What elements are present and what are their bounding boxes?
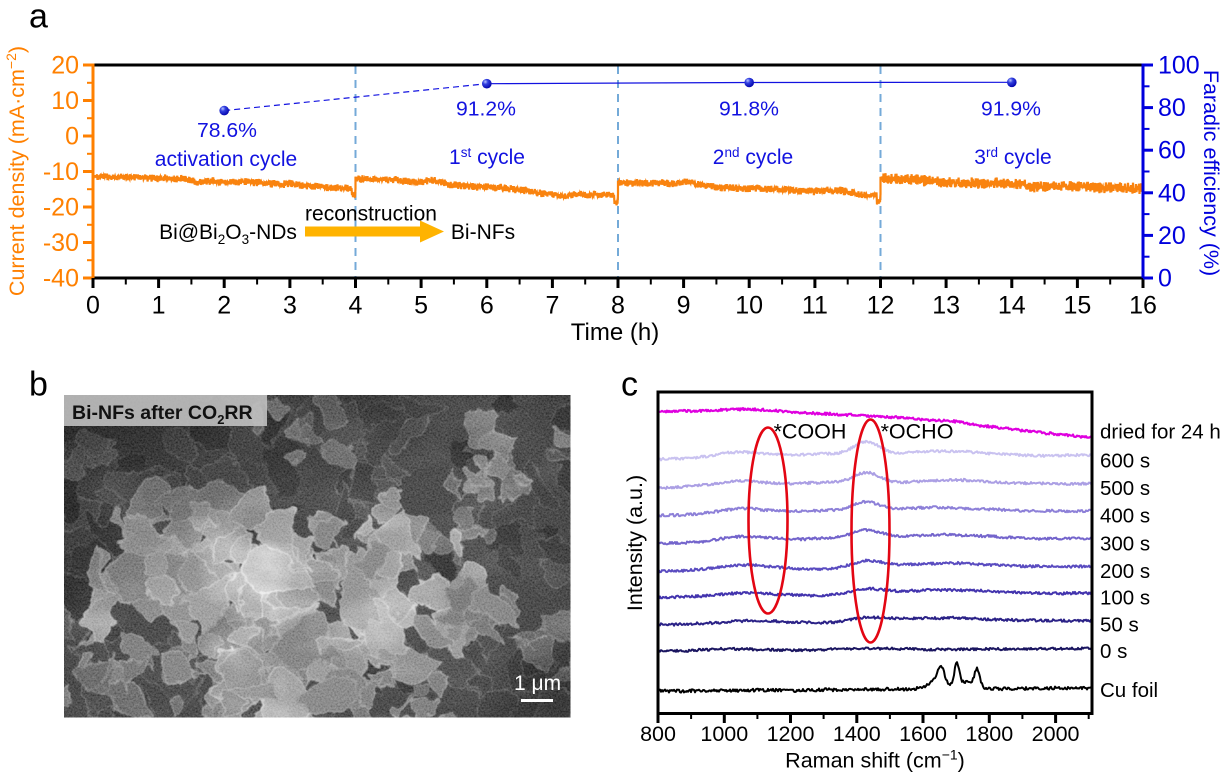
svg-text:40: 40 bbox=[1158, 179, 1186, 207]
svg-text:c: c bbox=[621, 366, 638, 404]
svg-text:-10: -10 bbox=[43, 158, 79, 186]
svg-text:11: 11 bbox=[802, 292, 828, 320]
svg-text:Bi@Bi2O3-NDs: Bi@Bi2O3-NDs bbox=[159, 221, 297, 247]
svg-text:Cu foil: Cu foil bbox=[1100, 679, 1158, 702]
svg-text:20: 20 bbox=[1158, 222, 1186, 250]
svg-text:a: a bbox=[29, 0, 48, 36]
svg-text:100 s: 100 s bbox=[1100, 587, 1150, 610]
svg-text:reconstruction: reconstruction bbox=[305, 203, 437, 226]
svg-text:800: 800 bbox=[640, 722, 676, 746]
svg-text:Current density (mA·cm−2): Current density (mA·cm−2) bbox=[3, 46, 29, 296]
svg-text:200 s: 200 s bbox=[1100, 560, 1150, 583]
svg-text:600 s: 600 s bbox=[1100, 450, 1150, 473]
svg-text:20: 20 bbox=[51, 52, 79, 80]
svg-text:1800: 1800 bbox=[965, 722, 1013, 746]
svg-text:3rd cycle: 3rd cycle bbox=[974, 145, 1051, 169]
svg-text:78.6%: 78.6% bbox=[197, 120, 257, 142]
svg-text:0: 0 bbox=[86, 292, 100, 320]
svg-text:100: 100 bbox=[1158, 52, 1200, 80]
svg-text:12: 12 bbox=[867, 292, 895, 320]
svg-text:2nd cycle: 2nd cycle bbox=[713, 145, 793, 169]
svg-text:activation cycle: activation cycle bbox=[155, 148, 297, 171]
svg-text:500 s: 500 s bbox=[1100, 477, 1150, 500]
svg-text:5: 5 bbox=[414, 292, 428, 320]
svg-text:1: 1 bbox=[152, 292, 166, 320]
svg-text:1600: 1600 bbox=[899, 722, 947, 746]
svg-text:16: 16 bbox=[1129, 292, 1157, 320]
svg-text:50 s: 50 s bbox=[1100, 614, 1139, 637]
svg-text:-40: -40 bbox=[43, 265, 79, 293]
svg-text:300 s: 300 s bbox=[1100, 533, 1150, 556]
svg-text:8: 8 bbox=[611, 292, 625, 320]
svg-text:4: 4 bbox=[349, 292, 363, 320]
svg-text:2000: 2000 bbox=[1032, 722, 1080, 746]
svg-text:91.8%: 91.8% bbox=[719, 99, 779, 121]
svg-text:91.2%: 91.2% bbox=[456, 99, 516, 121]
svg-text:1400: 1400 bbox=[833, 722, 881, 746]
svg-text:80: 80 bbox=[1158, 94, 1186, 122]
svg-text:13: 13 bbox=[932, 292, 960, 320]
svg-text:b: b bbox=[29, 366, 48, 404]
svg-text:Intensity (a.u.): Intensity (a.u.) bbox=[623, 475, 647, 611]
svg-text:60: 60 bbox=[1158, 137, 1186, 165]
svg-text:7: 7 bbox=[545, 292, 559, 320]
svg-text:*COOH: *COOH bbox=[774, 420, 847, 444]
svg-text:1200: 1200 bbox=[767, 722, 815, 746]
svg-text:Time (h): Time (h) bbox=[571, 319, 659, 346]
svg-text:Raman shift (cm−1): Raman shift (cm−1) bbox=[785, 747, 965, 773]
svg-text:-20: -20 bbox=[43, 194, 79, 222]
svg-text:0 s: 0 s bbox=[1100, 640, 1127, 663]
svg-text:9: 9 bbox=[677, 292, 691, 320]
svg-text:Faradic efficiency (%): Faradic efficiency (%) bbox=[1199, 70, 1223, 276]
svg-text:10: 10 bbox=[735, 292, 763, 320]
svg-text:dried for 24 h: dried for 24 h bbox=[1100, 421, 1221, 444]
svg-text:2: 2 bbox=[217, 292, 231, 320]
svg-text:*OCHO: *OCHO bbox=[881, 420, 954, 444]
svg-text:1st cycle: 1st cycle bbox=[449, 145, 525, 169]
svg-text:1000: 1000 bbox=[700, 722, 748, 746]
svg-text:400 s: 400 s bbox=[1100, 505, 1150, 528]
svg-text:91.9%: 91.9% bbox=[981, 99, 1041, 121]
svg-text:3: 3 bbox=[283, 292, 297, 320]
svg-text:0: 0 bbox=[65, 123, 79, 151]
svg-text:Bi-NFs after CO2RR: Bi-NFs after CO2RR bbox=[72, 402, 253, 427]
svg-text:10: 10 bbox=[51, 87, 79, 115]
svg-text:Bi-NFs: Bi-NFs bbox=[451, 221, 515, 244]
svg-text:6: 6 bbox=[480, 292, 494, 320]
svg-text:-30: -30 bbox=[43, 229, 79, 257]
svg-text:0: 0 bbox=[1158, 265, 1172, 293]
svg-text:14: 14 bbox=[998, 292, 1026, 320]
svg-text:15: 15 bbox=[1063, 292, 1091, 320]
svg-text:1 μm: 1 μm bbox=[514, 672, 561, 695]
